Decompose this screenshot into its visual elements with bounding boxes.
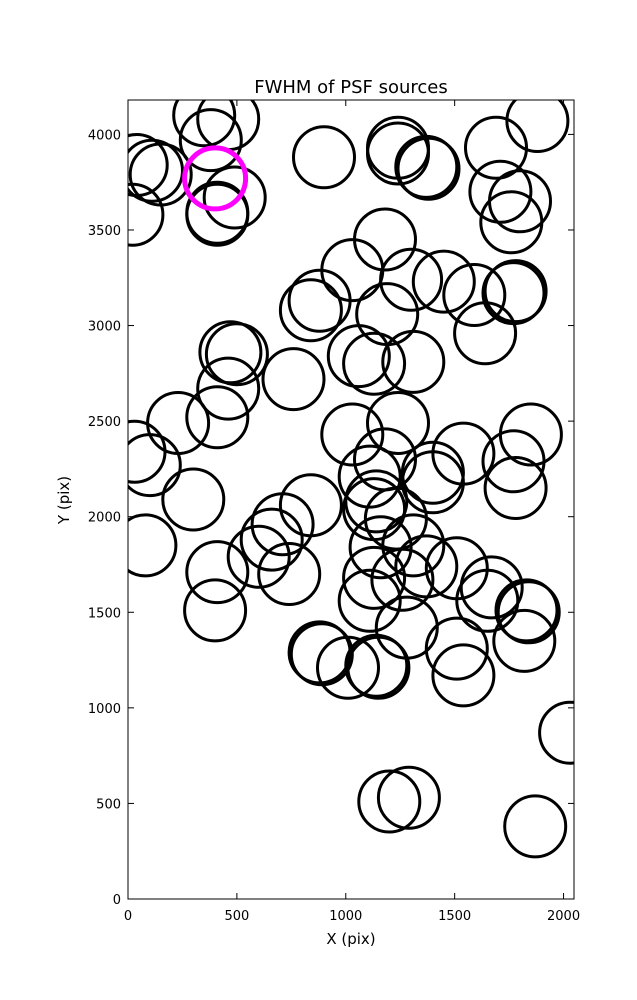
psf-source-circle xyxy=(320,238,385,303)
psf-source-circle xyxy=(353,207,417,272)
psf-source-circle xyxy=(503,794,568,859)
psf-source-circle xyxy=(128,419,167,484)
data-points xyxy=(128,100,574,859)
psf-source-circle xyxy=(198,320,263,385)
psf-source-circle xyxy=(337,568,402,633)
psf-source-circle xyxy=(348,515,413,580)
y-tick-label: 2500 xyxy=(88,415,121,430)
y-tick-label: 1000 xyxy=(88,702,121,717)
psf-source-circle xyxy=(316,635,380,700)
psf-source-circle xyxy=(505,100,570,153)
psf-source-circle xyxy=(185,182,250,247)
psf-source-circle xyxy=(250,492,315,557)
psf-source-circle xyxy=(400,450,465,515)
psf-source-circle xyxy=(278,473,343,538)
psf-source-circle xyxy=(464,115,528,180)
psf-source-circle xyxy=(379,247,444,312)
psf-source-circle xyxy=(202,165,267,230)
psf-source-circle xyxy=(326,324,391,389)
psf-source-circle xyxy=(481,261,546,326)
y-tick-label: 3000 xyxy=(88,320,121,335)
psf-source-circle xyxy=(370,547,435,612)
psf-source-circle xyxy=(183,578,248,643)
psf-source-circle xyxy=(366,121,430,186)
psf-source-circle xyxy=(196,100,261,152)
psf-source-circle xyxy=(342,545,407,610)
psf-source-circle xyxy=(342,331,407,396)
psf-source-circle xyxy=(455,568,520,633)
x-tick-label: 2000 xyxy=(547,909,580,924)
psf-source-circle xyxy=(204,322,269,387)
y-tick-label: 3500 xyxy=(88,224,121,239)
psf-source-circle xyxy=(287,268,352,333)
x-tick-label: 0 xyxy=(124,909,132,924)
psf-source-circle xyxy=(492,608,557,673)
x-axis-title: X (pix) xyxy=(326,930,375,948)
highlighted-source-circle xyxy=(182,145,249,212)
psf-source-circle xyxy=(239,507,304,572)
psf-source-circle xyxy=(394,134,459,199)
psf-source-circle xyxy=(128,138,184,203)
psf-source-circle xyxy=(381,329,446,394)
psf-source-circle xyxy=(161,467,226,532)
y-tick-label: 4000 xyxy=(88,128,121,143)
psf-source-circle xyxy=(185,385,250,450)
psf-source-circle xyxy=(226,524,291,589)
psf-source-circle xyxy=(396,136,461,201)
x-tick-label: 500 xyxy=(224,909,249,924)
psf-source-circle xyxy=(494,578,559,643)
psf-source-circle xyxy=(320,402,385,467)
psf-source-circle xyxy=(128,433,182,498)
psf-source-circle xyxy=(261,347,326,412)
psf-source-circle xyxy=(468,159,533,224)
psf-source-circle xyxy=(424,616,489,681)
x-tick-label: 1000 xyxy=(329,909,362,924)
psf-source-circle xyxy=(357,769,422,834)
x-tick-label: 1500 xyxy=(438,909,471,924)
psf-source-circle xyxy=(483,259,548,324)
psf-source-circle xyxy=(292,125,356,190)
y-tick-label: 2000 xyxy=(88,511,121,526)
psf-source-circle xyxy=(196,356,261,421)
y-tick-label: 1500 xyxy=(88,606,121,621)
psf-source-circle xyxy=(483,456,548,520)
psf-source-circle xyxy=(411,249,476,314)
psf-source-circle xyxy=(128,182,165,247)
plot-frame xyxy=(127,99,575,900)
psf-source-circle xyxy=(453,301,518,366)
chart-title: FWHM of PSF sources xyxy=(254,77,448,98)
psf-source-circle xyxy=(257,542,322,606)
y-tick-label: 0 xyxy=(113,893,121,908)
psf-source-circle xyxy=(346,635,411,700)
psf-source-circle xyxy=(178,108,243,173)
psf-source-circle xyxy=(278,278,343,343)
psf-source-circle xyxy=(538,700,574,765)
psf-source-circle xyxy=(496,580,561,645)
psf-source-circle xyxy=(344,633,409,698)
psf-source-circle xyxy=(185,540,250,605)
y-tick-label: 500 xyxy=(96,797,121,812)
psf-source-circle xyxy=(146,391,211,455)
psf-source-circle xyxy=(172,100,237,148)
psf-source-circle xyxy=(431,643,496,708)
psf-source-circle xyxy=(442,263,507,327)
psf-source-circle xyxy=(337,444,402,509)
y-axis-title: Y (pix) xyxy=(55,476,73,525)
psf-source-circle xyxy=(481,429,546,494)
psf-source-circle xyxy=(128,513,178,578)
psf-source-circle xyxy=(366,391,430,455)
psf-source-circle xyxy=(376,765,441,830)
psf-source-circle xyxy=(381,513,446,578)
axis-ticks: 0 500 1000 1500 2000 0 500 1000 1500 2000 2500 3000… xyxy=(88,100,580,924)
psf-source-circle xyxy=(479,190,544,255)
